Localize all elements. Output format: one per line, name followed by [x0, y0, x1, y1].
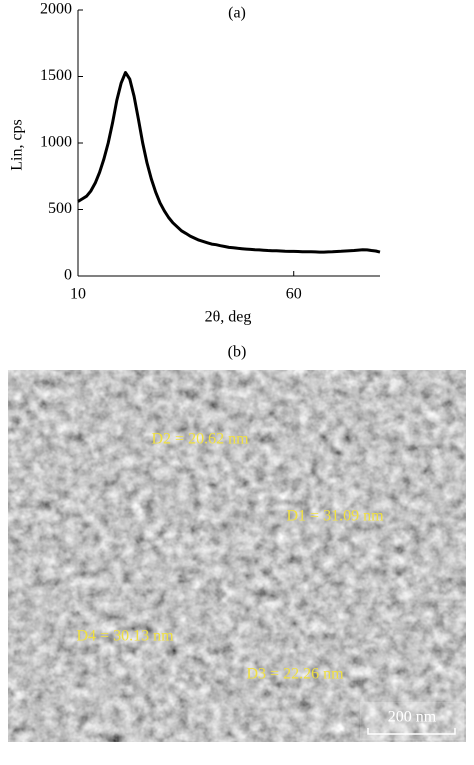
x-axis-label: 2θ, deg: [205, 309, 252, 326]
chart-title: (a): [228, 5, 246, 22]
x-tick-label: 60: [286, 286, 302, 303]
y-tick-label: 2000: [40, 1, 72, 18]
line: [77, 71, 381, 254]
y-tick-label: 0: [64, 267, 72, 284]
label: D3 = 22.26 nm: [246, 666, 344, 683]
y-tick-label: 1500: [40, 67, 72, 84]
scale-bar: [367, 728, 456, 735]
y-tick-label: 1000: [40, 134, 72, 151]
label: D1 = 31.09 nm: [286, 508, 384, 525]
y-axis-label: Lin, cps: [9, 119, 26, 171]
x-tick-label: 10: [70, 286, 86, 303]
label: D4 = 30.13 nm: [76, 628, 174, 645]
sem-image: [8, 370, 466, 742]
scale-label: 200 nm: [388, 709, 437, 726]
image-title: (b): [228, 344, 247, 361]
y-tick-label: 500: [48, 200, 72, 217]
sem-labels: D2 = 20.62 nm D1 = 31.09 nm D4 = 30.13 n…: [76, 431, 384, 683]
label: D2 = 20.62 nm: [151, 431, 249, 448]
